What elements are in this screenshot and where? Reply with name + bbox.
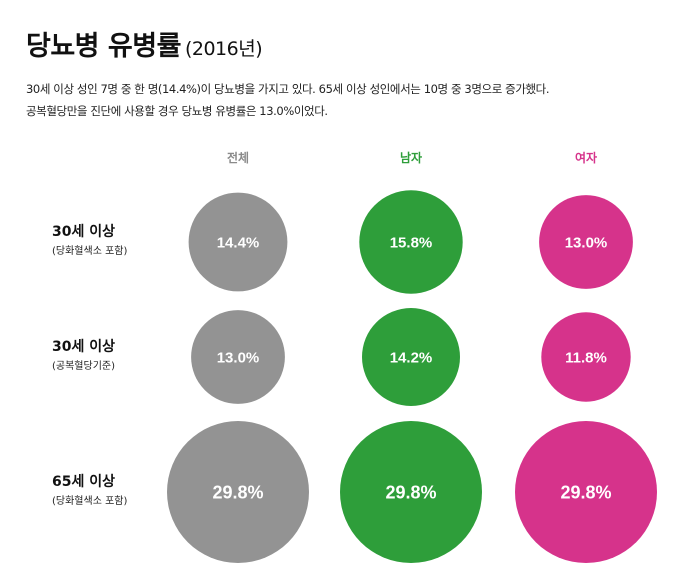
row-label-0: 30세 이상 [52, 223, 115, 240]
bubble-2-0 [167, 421, 309, 563]
bubble-label-0-2: 13.0% [565, 234, 608, 251]
bubble-0-2 [539, 195, 633, 289]
bubble-label-1-2: 11.8% [565, 349, 607, 366]
page-title: 당뇨병 유병률 (2016년) [26, 24, 263, 63]
description: 30세 이상 성인 7명 중 한 명(14.4%)이 당뇨병을 가지고 있다. … [26, 78, 550, 122]
description-line-2: 공복혈당만을 진단에 사용할 경우 당뇨병 유병률은 13.0%이었다. [26, 104, 328, 118]
bubble-label-0-0: 14.4% [217, 234, 260, 251]
bubble-0-1 [359, 190, 463, 294]
bubble-1-2 [541, 312, 631, 402]
bubble-2-1 [340, 421, 482, 563]
column-header-0: 전체 [227, 150, 249, 165]
title-text: 당뇨병 유병률 [26, 31, 181, 62]
bubble-1-0 [191, 310, 285, 404]
column-header-2: 여자 [575, 150, 597, 165]
row-sublabel-2: (당화혈색소 포함) [52, 494, 127, 507]
row-sublabel-1: (공복혈당기준) [52, 359, 115, 372]
row-label-1: 30세 이상 [52, 338, 115, 355]
bubble-2-2 [515, 421, 657, 563]
row-label-2: 65세 이상 [52, 473, 115, 490]
row-sublabel-0: (당화혈색소 포함) [52, 244, 127, 257]
bubble-label-0-1: 15.8% [390, 234, 433, 251]
column-header-1: 남자 [400, 150, 422, 165]
bubble-label-2-0: 29.8% [212, 482, 263, 502]
bubble-label-1-1: 14.2% [390, 349, 433, 366]
description-line-1: 30세 이상 성인 7명 중 한 명(14.4%)이 당뇨병을 가지고 있다. … [26, 82, 550, 96]
bubble-0-0 [188, 192, 288, 292]
bubble-label-2-1: 29.8% [385, 482, 436, 502]
bubble-label-1-0: 13.0% [217, 349, 260, 366]
bubble-label-2-2: 29.8% [560, 482, 611, 502]
bubble-1-1 [362, 308, 460, 406]
title-year: (2016년) [184, 38, 263, 60]
